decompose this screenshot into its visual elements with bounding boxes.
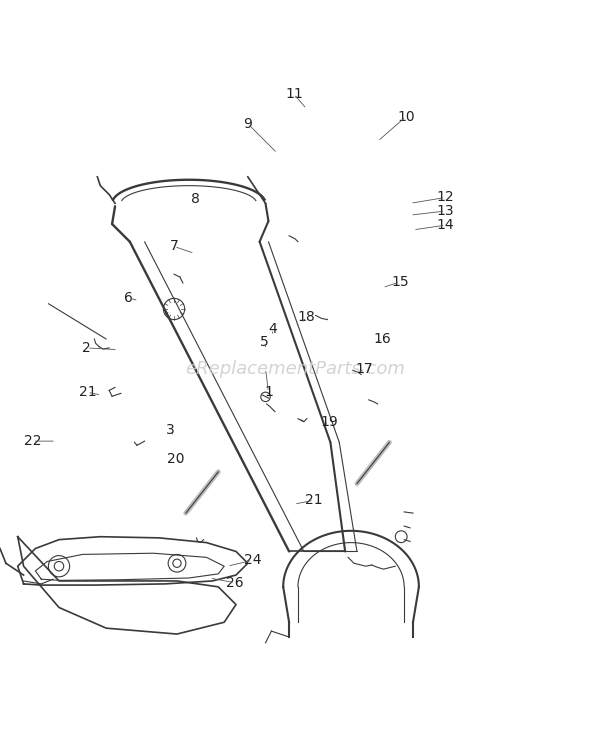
Text: eReplacementParts.com: eReplacementParts.com [185, 360, 405, 377]
Text: 19: 19 [320, 415, 338, 429]
Text: 7: 7 [170, 239, 178, 253]
Text: 15: 15 [391, 275, 409, 289]
Text: 8: 8 [191, 192, 201, 207]
Text: 2: 2 [83, 341, 91, 355]
Text: 10: 10 [397, 110, 415, 123]
Text: 3: 3 [166, 424, 174, 438]
Text: 16: 16 [373, 332, 391, 346]
Text: 24: 24 [244, 554, 261, 568]
Text: 22: 22 [24, 434, 41, 448]
Text: 14: 14 [437, 218, 454, 232]
Text: 26: 26 [226, 576, 244, 590]
Text: 21: 21 [78, 385, 96, 399]
Text: 11: 11 [285, 87, 303, 101]
Text: 17: 17 [356, 362, 373, 375]
Text: 12: 12 [437, 190, 454, 204]
Text: 9: 9 [243, 117, 253, 131]
Text: 18: 18 [298, 311, 316, 324]
Text: 13: 13 [437, 204, 454, 218]
Text: 1: 1 [264, 385, 273, 399]
Text: 4: 4 [268, 322, 277, 336]
Text: 5: 5 [260, 335, 268, 349]
Text: 21: 21 [305, 493, 323, 507]
Text: 6: 6 [124, 291, 133, 305]
Text: 20: 20 [167, 452, 185, 466]
